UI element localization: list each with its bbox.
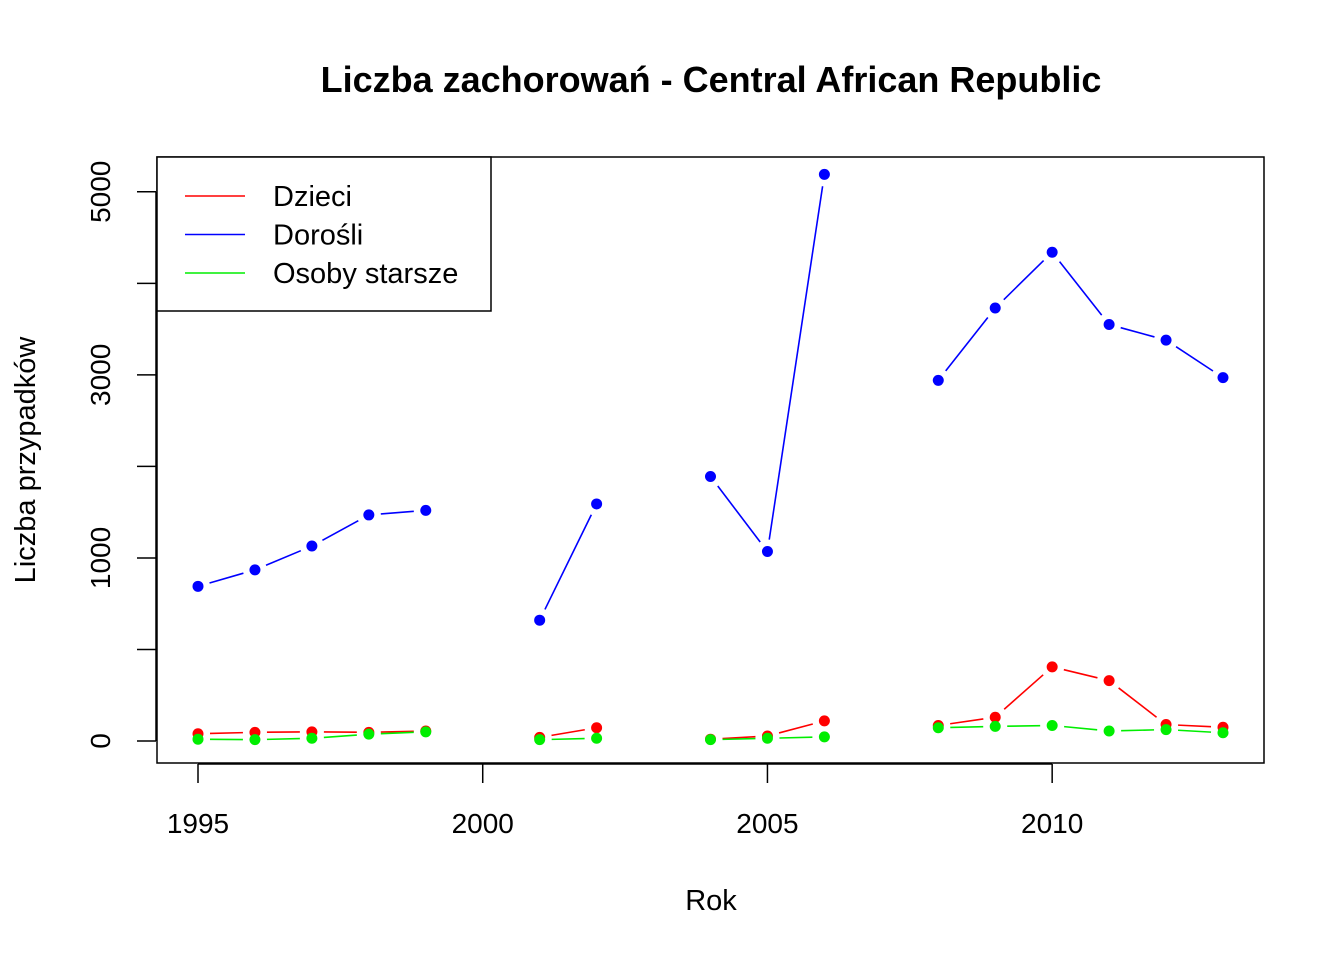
series-segment [945, 316, 989, 372]
data-point [363, 728, 375, 740]
series-segment [1178, 724, 1212, 728]
data-point [591, 722, 603, 734]
plot-frame [156, 156, 1265, 764]
series-segment [1175, 346, 1214, 372]
series-3 [192, 719, 1229, 746]
data-point [989, 302, 1001, 314]
data-point [1046, 719, 1058, 731]
series-segment [722, 735, 756, 740]
data-point [761, 732, 773, 744]
series-segment [1177, 729, 1212, 733]
series-segment [1003, 260, 1045, 301]
series-segment [1007, 724, 1041, 727]
data-point [249, 564, 261, 576]
series-segment [380, 730, 414, 733]
y-axis: 0 1000 3000 5000 [85, 161, 157, 749]
data-point [249, 734, 261, 746]
series-2 [192, 168, 1229, 626]
series-segment [551, 728, 585, 737]
data-point [932, 722, 944, 734]
series-segment [717, 485, 761, 543]
series-segment [322, 519, 359, 541]
legend-label: Dorośli [273, 220, 363, 252]
data-point [705, 734, 716, 746]
x-tick-label: 2000 [452, 808, 514, 839]
y-tick-label: 5000 [85, 161, 116, 223]
series-segment [779, 736, 813, 739]
series-segment [950, 725, 984, 729]
data-point [1160, 334, 1172, 346]
data-point [818, 731, 830, 743]
x-axis-label: Rok [685, 885, 737, 917]
y-axis-label: Liczba przypadków [10, 336, 42, 584]
data-point [192, 580, 204, 592]
data-point [306, 540, 318, 552]
series-segment [1063, 668, 1098, 679]
data-point [591, 498, 603, 510]
data-point [420, 726, 432, 738]
series-segment [768, 186, 824, 540]
y-tick-label: 0 [85, 733, 116, 749]
x-axis: 1995 2000 2005 2010 [167, 763, 1083, 839]
series-1 [192, 661, 1229, 745]
series-segment [1121, 729, 1155, 732]
data-point [420, 504, 432, 516]
series-segment [1064, 725, 1098, 731]
series-segment [1058, 261, 1103, 316]
legend-label: Osoby starsze [273, 258, 458, 290]
series-segment [209, 731, 243, 735]
data-point [932, 374, 944, 386]
series-segment [265, 549, 302, 566]
series-segment [1120, 326, 1155, 338]
series-segment [209, 572, 244, 584]
data-point [1160, 724, 1172, 736]
chart-title: Liczba zachorowań - Central African Repu… [321, 59, 1102, 100]
data-point [761, 546, 773, 558]
data-point [1103, 319, 1115, 331]
series-segment [323, 734, 357, 739]
data-point [1217, 372, 1229, 384]
legend: Dzieci Dorośli Osoby starsze [156, 156, 492, 312]
data-point [591, 732, 603, 744]
x-tick-label: 1995 [167, 808, 229, 839]
series-segment [1003, 674, 1044, 710]
data-point [363, 509, 375, 521]
legend-label: Dzieci [273, 181, 352, 213]
y-tick-label: 1000 [85, 527, 116, 589]
data-point [192, 733, 204, 745]
data-point [1103, 675, 1115, 687]
data-point [1046, 661, 1058, 673]
data-point [989, 720, 1001, 732]
series-segment [380, 510, 414, 515]
x-tick-label: 2010 [1021, 808, 1083, 839]
series-segment [266, 737, 300, 741]
series-segment [778, 723, 813, 734]
data-point [818, 168, 830, 180]
series-segment [544, 514, 593, 610]
series-segment [551, 737, 585, 741]
series-layer [192, 168, 1229, 746]
data-point [705, 470, 716, 482]
data-point [306, 732, 318, 744]
data-point [534, 614, 546, 626]
data-point [534, 734, 546, 746]
data-point [1103, 725, 1115, 737]
data-point [818, 715, 830, 727]
y-tick-label: 3000 [85, 344, 116, 406]
series-segment [722, 737, 756, 741]
series-segment [1118, 687, 1158, 718]
data-point [1046, 246, 1058, 258]
x-tick-label: 2005 [736, 808, 798, 839]
series-segment [950, 718, 984, 725]
data-point [1217, 727, 1229, 739]
series-segment [380, 731, 414, 735]
data-point [989, 711, 1001, 723]
